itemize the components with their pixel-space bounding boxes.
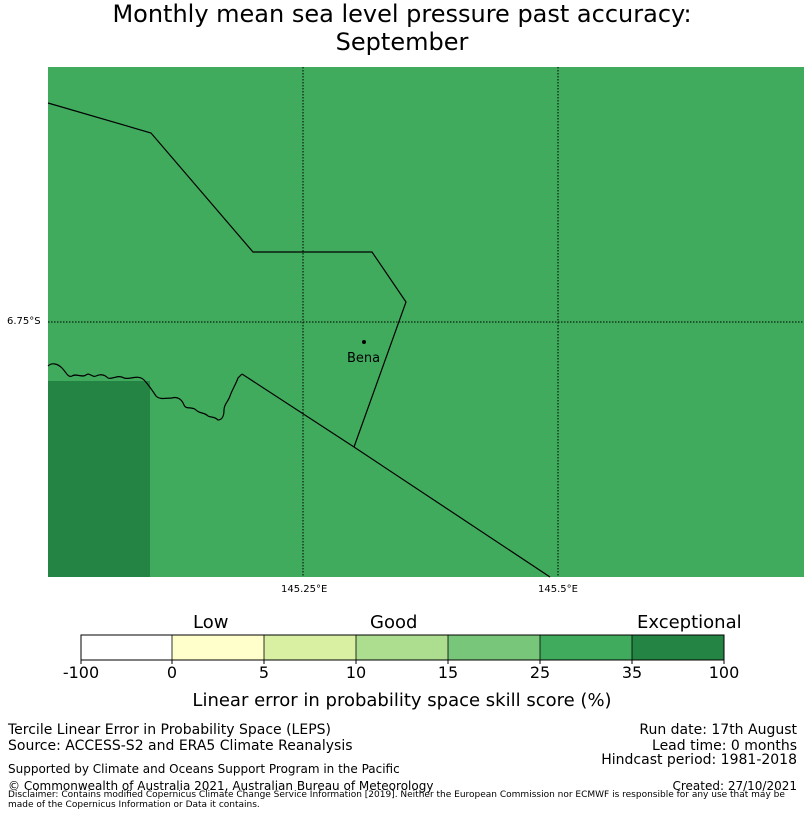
- footer-disclaimer: Disclaimer: Contains modified Copernicus…: [8, 790, 785, 810]
- footer-created-date: Created: 27/10/2021: [672, 779, 797, 793]
- footer-support: Supported by Climate and Oceans Support …: [8, 762, 400, 776]
- footer-source: Source: ACCESS-S2 and ERA5 Climate Reana…: [8, 738, 353, 754]
- footer-lead-time: Lead time: 0 months: [652, 738, 797, 754]
- colorbar-category-good: Good: [370, 612, 418, 633]
- skill-area-exceptional: [48, 381, 150, 577]
- chart-title: Monthly mean sea level pressure past acc…: [0, 0, 804, 56]
- lon-label-145-25: 145.25°E: [281, 584, 328, 595]
- colorbar-title: Linear error in probability space skill …: [192, 690, 612, 711]
- colorbar-outline: [80, 634, 725, 661]
- colorbar-segment-1: [81, 635, 172, 660]
- coastline: [47, 363, 243, 421]
- colorbar-tick-25: 25: [529, 663, 551, 682]
- place-label-bena: Bena: [347, 351, 381, 366]
- colorbar-segment-3: [264, 635, 356, 660]
- lat-label-6-75: 6.75°S: [7, 316, 41, 327]
- footer-hindcast-period: Hindcast period: 1981-2018: [601, 752, 797, 768]
- colorbar-tick-5: 5: [258, 663, 270, 682]
- footer-copyright: © Commonwealth of Australia 2021, Austra…: [8, 779, 434, 793]
- colorbar-segment-2: [172, 635, 264, 660]
- colorbar-tick-15: 15: [437, 663, 459, 682]
- map: [47, 67, 804, 578]
- colorbar-tick-10: 10: [345, 663, 367, 682]
- colorbar-segment-6: [540, 635, 632, 660]
- colorbar-segment-5: [448, 635, 540, 660]
- colorbar-segment-4: [356, 635, 448, 660]
- title-line-1: Monthly mean sea level pressure past acc…: [112, 0, 692, 28]
- footer-run-date: Run date: 17th August: [639, 722, 797, 738]
- lon-label-145-5: 145.5°E: [538, 584, 578, 595]
- province-boundary-south: [241, 373, 551, 578]
- colorbar-segment-7: [632, 635, 724, 660]
- colorbar-tick-35: 35: [621, 663, 643, 682]
- colorbar-category-low: Low: [193, 612, 229, 633]
- province-boundary: [47, 102, 407, 448]
- colorbar: [80, 634, 725, 664]
- footer-method: Tercile Linear Error in Probability Spac…: [8, 722, 331, 738]
- title-line-2: September: [335, 28, 469, 56]
- colorbar-tick-minus-100: -100: [62, 663, 100, 682]
- colorbar-tick-0: 0: [166, 663, 178, 682]
- colorbar-category-exceptional: Exceptional: [637, 612, 742, 633]
- colorbar-tick-100: 100: [708, 663, 740, 682]
- place-marker-bena: [362, 340, 366, 344]
